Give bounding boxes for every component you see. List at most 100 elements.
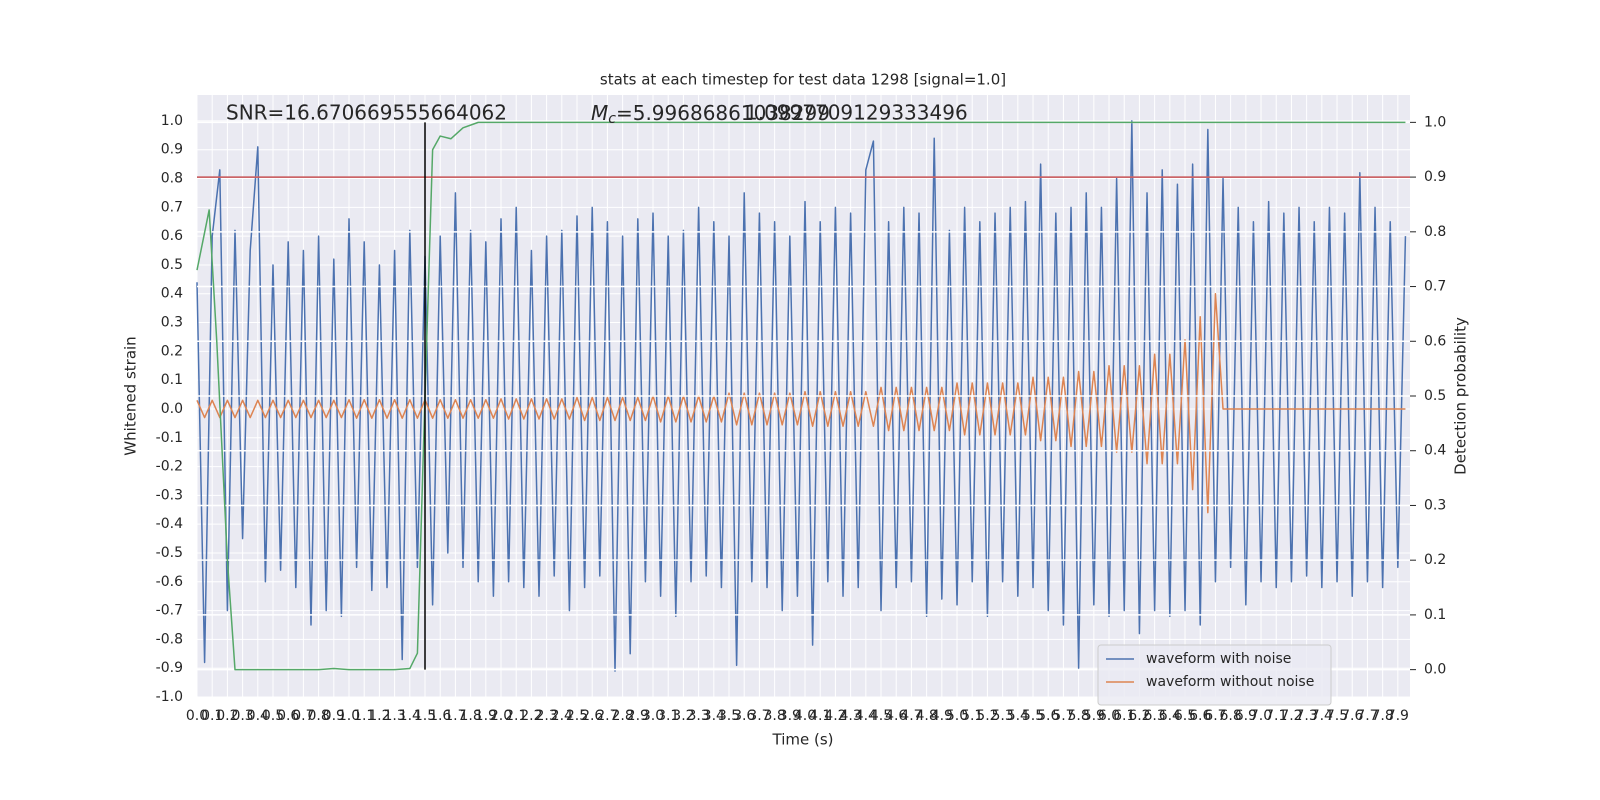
y2-tick-label: 1.0 xyxy=(1424,114,1446,130)
overlap-annotation: 1.0997709129333496 xyxy=(745,101,968,125)
x-tick-label: 7.6 xyxy=(1341,708,1363,724)
x-tick-label: 1.0 xyxy=(338,708,360,724)
x-tick-label: 6.6 xyxy=(1189,708,1211,724)
y-tick-label: -0.4 xyxy=(156,516,183,532)
x-tick-label: 5.9 xyxy=(1083,708,1105,724)
x-tick-label: 4.2 xyxy=(824,708,846,724)
x-tick-label: 7.9 xyxy=(1387,708,1409,724)
x-tick-label: 4.0 xyxy=(794,708,816,724)
x-tick-label: 6.2 xyxy=(1128,708,1150,724)
x-tick-label: 3.4 xyxy=(703,708,725,724)
x-tick-label: 0.1 xyxy=(201,708,223,724)
x-tick-label: 5.3 xyxy=(991,708,1013,724)
x-tick-label: 2.5 xyxy=(566,708,588,724)
x-tick-label: 4.7 xyxy=(900,708,922,724)
legend-label: waveform with noise xyxy=(1146,651,1291,667)
over-layer xyxy=(196,121,1410,671)
x-tick-label: 1.8 xyxy=(459,708,481,724)
x-tick-label: 6.5 xyxy=(1174,708,1196,724)
x-tick-label: 5.5 xyxy=(1022,708,1044,724)
x-tick-label: 6.7 xyxy=(1204,708,1226,724)
mc-symbol: M xyxy=(591,101,608,125)
x-tick-label: 4.8 xyxy=(915,708,937,724)
x-tick-label: 0.3 xyxy=(231,708,253,724)
x-tick-label: 6.9 xyxy=(1235,708,1257,724)
x-tick-label: 4.9 xyxy=(931,708,953,724)
x-tick-label: 7.7 xyxy=(1356,708,1378,724)
x-tick-label: 7.3 xyxy=(1296,708,1318,724)
y2-tick-label: 0.7 xyxy=(1424,279,1446,295)
y2-tick-label: 0.5 xyxy=(1424,388,1446,404)
x-tick-label: 7.4 xyxy=(1311,708,1333,724)
x-tick-label: 2.3 xyxy=(535,708,557,724)
mc-value: =5.99686861038299 xyxy=(616,101,830,125)
x-tick-label: 2.8 xyxy=(611,708,633,724)
y2-tick-label: 0.6 xyxy=(1424,333,1446,349)
x-tick-label: 1.2 xyxy=(368,708,390,724)
legend-label: waveform without noise xyxy=(1146,674,1314,690)
snr-annotation: SNR=16.670669555664062 xyxy=(226,101,507,125)
x-tick-label: 2.4 xyxy=(551,708,573,724)
x-tick-label: 0.2 xyxy=(216,708,238,724)
x-tick-label: 5.4 xyxy=(1007,708,1029,724)
x-tick-label: 4.3 xyxy=(839,708,861,724)
y-tick-label: -0.1 xyxy=(156,430,183,446)
y2-tick-label: 0.1 xyxy=(1424,607,1446,623)
x-tick-label: 2.9 xyxy=(627,708,649,724)
x-tick-label: 0.8 xyxy=(307,708,329,724)
y-tick-label: 0.5 xyxy=(161,257,183,273)
series-line xyxy=(196,121,1406,671)
x-tick-label: 0.0 xyxy=(186,708,208,724)
x-tick-label: 3.9 xyxy=(779,708,801,724)
x-tick-label: 0.7 xyxy=(292,708,314,724)
y2-tick-label: 0.2 xyxy=(1424,552,1446,568)
mc-subscript: c xyxy=(608,111,616,127)
x-tick-label: 2.0 xyxy=(490,708,512,724)
x-tick-label: 0.4 xyxy=(247,708,269,724)
x-tick-label: 4.6 xyxy=(885,708,907,724)
x-tick-label: 3.0 xyxy=(642,708,664,724)
x-tick-label: 6.8 xyxy=(1220,708,1242,724)
x-tick-label: 0.5 xyxy=(262,708,284,724)
y-tick-label: -0.3 xyxy=(156,487,183,503)
y-tick-label: -0.2 xyxy=(156,459,183,475)
y-tick-label: -0.7 xyxy=(156,603,183,619)
x-tick-label: 2.2 xyxy=(520,708,542,724)
x-tick-label: 5.8 xyxy=(1067,708,1089,724)
y2-tick-label: 0.9 xyxy=(1424,169,1446,185)
x-tick-label: 1.9 xyxy=(475,708,497,724)
y-tick-label: 1.0 xyxy=(161,113,183,129)
y-tick-label: 0.6 xyxy=(161,228,183,244)
y-tick-label: 0.1 xyxy=(161,372,183,388)
x-tick-label: 4.4 xyxy=(855,708,877,724)
y2-tick-label: 0.8 xyxy=(1424,224,1446,240)
x-tick-label: 5.1 xyxy=(961,708,983,724)
x-tick-label: 4.1 xyxy=(809,708,831,724)
legend-box xyxy=(1097,644,1332,706)
y2-tick-label: 0.3 xyxy=(1424,497,1446,513)
x-tick-label: 7.8 xyxy=(1372,708,1394,724)
y2-tick-label: 0.4 xyxy=(1424,443,1446,459)
x-tick-label: 6.3 xyxy=(1143,708,1165,724)
y2-axis-label: Detection probability xyxy=(1452,317,1470,475)
x-tick-label: 7.5 xyxy=(1326,708,1348,724)
x-tick-label: 5.2 xyxy=(976,708,998,724)
x-tick-label: 3.8 xyxy=(763,708,785,724)
x-tick-label: 1.3 xyxy=(383,708,405,724)
x-axis-label: Time (s) xyxy=(772,731,834,749)
y-tick-label: 0.3 xyxy=(161,315,183,331)
x-tick-label: 7.0 xyxy=(1250,708,1272,724)
y-tick-label: -1.0 xyxy=(156,689,183,705)
x-tick-label: 7.1 xyxy=(1265,708,1287,724)
y2-tick-label: 0.0 xyxy=(1424,662,1446,678)
x-tick-label: 5.0 xyxy=(946,708,968,724)
y-axis-label: Whitened strain xyxy=(122,336,140,455)
x-tick-label: 5.7 xyxy=(1052,708,1074,724)
x-tick-label: 6.1 xyxy=(1113,708,1135,724)
x-tick-label: 3.5 xyxy=(718,708,740,724)
x-tick-label: 0.6 xyxy=(277,708,299,724)
y-tick-label: 0.8 xyxy=(161,171,183,187)
series-line xyxy=(196,293,1406,514)
x-tick-label: 3.2 xyxy=(672,708,694,724)
